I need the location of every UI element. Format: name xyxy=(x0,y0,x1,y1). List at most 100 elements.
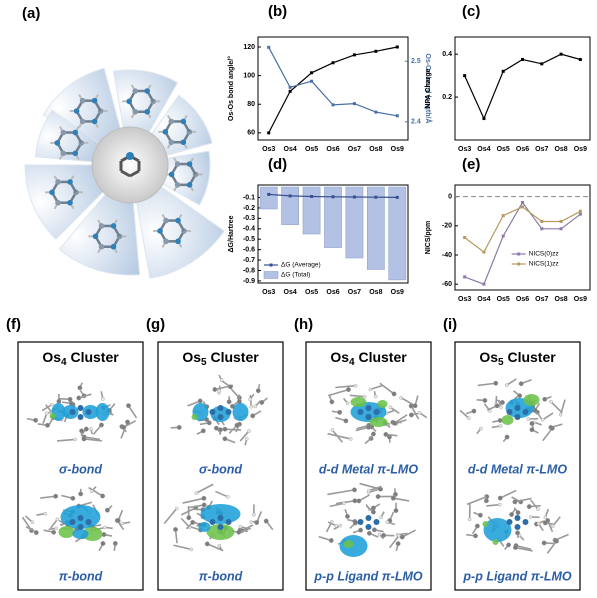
atom xyxy=(45,411,49,416)
bond xyxy=(335,384,356,389)
orbital-lobe xyxy=(501,415,514,425)
y2-tick-label: 2.5 xyxy=(411,58,421,65)
marker xyxy=(540,219,544,223)
atom xyxy=(368,387,373,392)
atom xyxy=(500,400,505,405)
panel-label: (g) xyxy=(146,316,165,333)
atom xyxy=(247,429,251,433)
atom xyxy=(81,436,87,442)
plot-frame xyxy=(257,36,409,141)
x-tick-label: Os3 xyxy=(262,289,275,296)
metal-atom xyxy=(365,414,372,420)
y-tick-label: -0.7 xyxy=(243,257,255,264)
title-subscript: 4 xyxy=(61,357,67,368)
atom xyxy=(121,424,126,430)
atom xyxy=(484,498,489,504)
marker xyxy=(540,62,544,66)
bond xyxy=(379,382,395,395)
y-tick-label: -0.8 xyxy=(243,267,255,274)
atom xyxy=(497,495,503,501)
atom xyxy=(72,129,79,136)
x-tick-label: Os5 xyxy=(305,146,318,153)
metal-atom xyxy=(365,524,372,530)
atom xyxy=(244,437,249,441)
orbital-label: p-p Ligand π-LMO xyxy=(313,569,422,583)
atom xyxy=(529,421,535,426)
metal-atom xyxy=(77,405,84,411)
bond xyxy=(477,382,496,387)
panel-label: (d) xyxy=(268,156,287,173)
marker xyxy=(374,49,378,53)
metal-atom xyxy=(225,409,232,415)
bond xyxy=(400,397,415,406)
atom xyxy=(180,118,187,125)
atom xyxy=(176,425,182,430)
marker xyxy=(540,227,544,231)
y-tick-label: -0.5 xyxy=(243,236,255,243)
atom xyxy=(228,384,233,390)
cluster-box xyxy=(454,341,581,591)
atom xyxy=(174,182,181,188)
atom xyxy=(115,518,121,523)
atom xyxy=(345,401,350,406)
bond xyxy=(559,399,566,415)
atom xyxy=(493,380,499,386)
legend-label: ΔG (Average) xyxy=(281,262,321,269)
y-tick-label: -60 xyxy=(442,281,452,288)
atom xyxy=(549,425,555,431)
atom xyxy=(475,523,480,529)
metal-atom xyxy=(522,409,529,415)
atom xyxy=(383,432,389,437)
atom xyxy=(55,517,60,522)
atom xyxy=(543,515,548,520)
bond xyxy=(329,502,345,508)
title-element: Os xyxy=(182,349,201,365)
metal-atom xyxy=(357,409,364,415)
title-subscript: 5 xyxy=(201,357,207,368)
atom xyxy=(92,233,99,240)
panel-label: (e) xyxy=(462,156,480,173)
bond xyxy=(120,169,131,178)
atom xyxy=(45,422,50,428)
atom xyxy=(168,171,175,178)
x-tick-label: Os3 xyxy=(458,296,471,303)
atom xyxy=(391,391,397,397)
atom xyxy=(379,515,383,520)
atom xyxy=(542,396,548,402)
bond xyxy=(401,529,416,538)
orbital-lobe xyxy=(339,535,368,557)
marker xyxy=(395,195,399,199)
atom xyxy=(54,140,61,146)
metal-atom xyxy=(506,409,513,415)
marker xyxy=(288,89,292,93)
x-tick-label: Os6 xyxy=(326,289,339,296)
marker xyxy=(288,85,292,89)
legend-label: NICS(0)zz xyxy=(529,251,559,258)
title-subscript: 4 xyxy=(349,357,355,368)
cluster-box xyxy=(17,341,144,591)
atom xyxy=(68,400,74,406)
marker xyxy=(501,214,505,218)
bond xyxy=(88,486,104,497)
bond xyxy=(327,432,351,440)
atom xyxy=(194,491,199,495)
metal-atom xyxy=(514,524,521,530)
metal-atom xyxy=(217,405,224,411)
atom xyxy=(352,487,357,493)
marker xyxy=(352,102,356,106)
title-suffix: Cluster xyxy=(355,349,408,365)
bond xyxy=(410,405,420,420)
bar xyxy=(345,186,364,259)
bond xyxy=(388,535,400,549)
atom xyxy=(72,150,79,157)
atom xyxy=(206,420,212,426)
orbital-lobe xyxy=(350,402,387,422)
atom xyxy=(132,108,139,115)
bond xyxy=(393,497,410,502)
x-tick-label: Os8 xyxy=(369,289,382,296)
atom xyxy=(60,150,67,157)
atom xyxy=(163,217,169,224)
atom xyxy=(200,428,206,434)
atom xyxy=(372,527,377,533)
atom xyxy=(103,525,107,530)
